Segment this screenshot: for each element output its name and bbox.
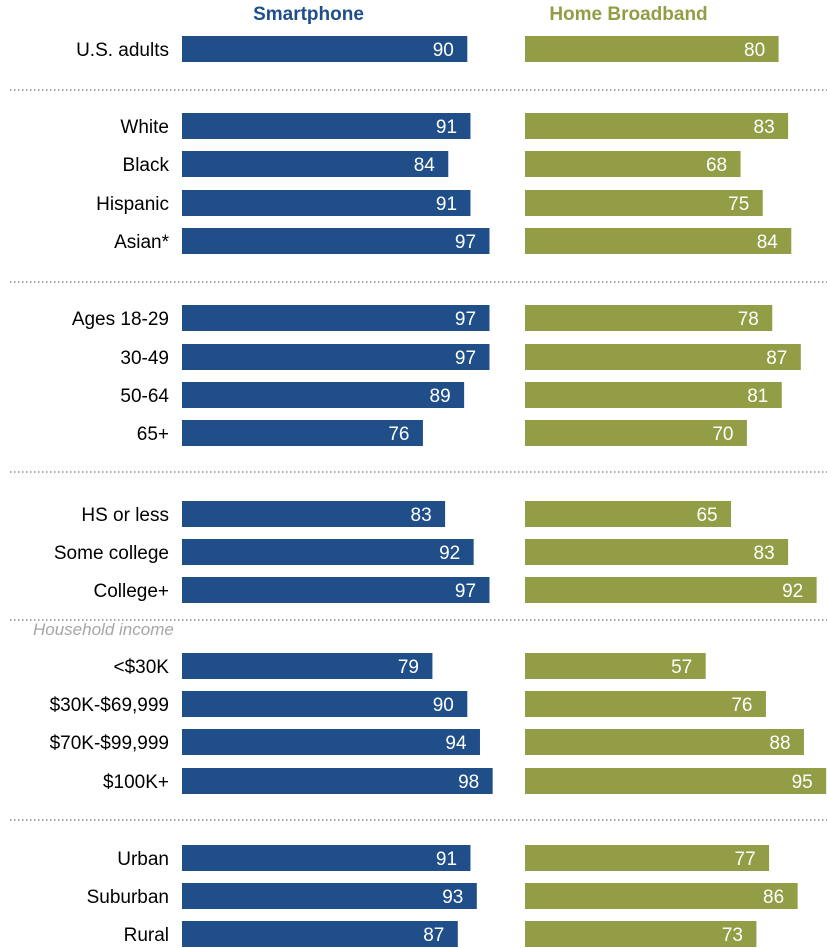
row-label: Rural [124, 925, 169, 946]
bar-value-label: 84 [757, 232, 779, 253]
bar-smartphone [182, 344, 490, 370]
bar-value-label: 83 [754, 117, 775, 138]
bar-smartphone [182, 653, 433, 679]
bar-value-label: 79 [398, 657, 419, 678]
bar-value-label: 76 [388, 424, 409, 445]
bar-smartphone [182, 113, 471, 139]
bar-value-label: 93 [442, 887, 463, 908]
bar-home-broadband [525, 501, 732, 527]
bar-smartphone [182, 228, 490, 254]
bar-home-broadband [525, 228, 792, 254]
bar-value-label: 95 [792, 772, 813, 793]
bar-home-broadband [525, 729, 804, 755]
bar-home-broadband [525, 653, 706, 679]
bar-home-broadband [525, 344, 801, 370]
bar-value-label: 78 [738, 309, 759, 330]
bar-value-label: 83 [754, 543, 775, 564]
row-label: HS or less [81, 505, 169, 526]
bar-smartphone [182, 151, 449, 177]
bar-value-label: 68 [706, 155, 727, 176]
bar-smartphone [182, 190, 471, 216]
series-header-smartphone: Smartphone [253, 4, 364, 25]
row-label: Some college [54, 543, 169, 564]
bar-value-label: 70 [712, 424, 733, 445]
bar-value-label: 97 [455, 232, 476, 253]
bar-value-label: 75 [728, 194, 749, 215]
bar-home-broadband [525, 190, 763, 216]
row-label: <$30K [114, 657, 170, 678]
bar-value-label: 92 [782, 581, 803, 602]
bar-value-label: 87 [766, 348, 787, 369]
row-label: Ages 18-29 [72, 309, 169, 330]
row-label: 65+ [137, 424, 169, 445]
bar-smartphone [182, 420, 423, 446]
bar-value-label: 91 [436, 194, 457, 215]
row-label: $30K-$69,999 [50, 695, 169, 716]
bar-smartphone [182, 691, 468, 717]
bar-value-label: 90 [433, 40, 454, 61]
bar-smartphone [182, 577, 490, 603]
row-label: Asian* [114, 232, 170, 253]
bar-home-broadband [525, 151, 741, 177]
row-label: 30-49 [120, 348, 169, 369]
bar-value-label: 81 [747, 386, 768, 407]
bar-home-broadband [525, 539, 789, 565]
bar-value-label: 91 [436, 849, 457, 870]
row-label: $70K-$99,999 [50, 733, 169, 754]
row-label: Hispanic [96, 194, 169, 215]
bar-smartphone [182, 921, 458, 947]
bar-value-label: 86 [763, 887, 784, 908]
bar-home-broadband [525, 691, 766, 717]
bar-value-label: 98 [458, 772, 479, 793]
bar-value-label: 87 [423, 925, 444, 946]
bar-value-label: 90 [433, 695, 454, 716]
bar-value-label: 57 [671, 657, 692, 678]
row-label: Suburban [87, 887, 169, 908]
bar-home-broadband [525, 113, 789, 139]
bar-smartphone [182, 768, 493, 794]
row-label: Black [123, 155, 170, 176]
bar-value-label: 89 [430, 386, 451, 407]
bar-home-broadband [525, 36, 779, 62]
bar-smartphone [182, 845, 471, 871]
bar-value-label: 80 [744, 40, 765, 61]
bar-smartphone [182, 36, 468, 62]
bar-home-broadband [525, 577, 817, 603]
row-label: White [120, 117, 169, 138]
bar-home-broadband [525, 921, 757, 947]
bar-home-broadband [525, 768, 827, 794]
bar-value-label: 73 [722, 925, 743, 946]
row-label: $100K+ [103, 772, 169, 793]
bar-smartphone [182, 729, 480, 755]
bar-value-label: 94 [445, 733, 467, 754]
bar-value-label: 97 [455, 309, 476, 330]
bar-value-label: 65 [696, 505, 717, 526]
bar-home-broadband [525, 420, 747, 446]
bar-value-label: 91 [436, 117, 457, 138]
series-header-home-broadband: Home Broadband [549, 4, 707, 25]
bar-smartphone [182, 382, 465, 408]
group-title: Household income [33, 620, 174, 639]
bar-value-label: 83 [411, 505, 432, 526]
row-label: Urban [117, 849, 169, 870]
row-label: U.S. adults [76, 40, 169, 61]
row-label: 50-64 [120, 386, 169, 407]
bar-smartphone [182, 305, 490, 331]
bar-home-broadband [525, 845, 770, 871]
bar-value-label: 77 [735, 849, 756, 870]
bar-home-broadband [525, 382, 782, 408]
bar-value-label: 97 [455, 581, 476, 602]
bar-value-label: 97 [455, 348, 476, 369]
bar-home-broadband [525, 305, 773, 331]
bar-smartphone [182, 883, 477, 909]
bar-value-label: 76 [731, 695, 752, 716]
row-label: College+ [93, 581, 169, 602]
bar-home-broadband [525, 883, 798, 909]
bar-value-label: 88 [769, 733, 790, 754]
bar-value-label: 84 [414, 155, 436, 176]
bar-smartphone [182, 539, 474, 565]
bar-smartphone [182, 501, 446, 527]
bar-value-label: 92 [439, 543, 460, 564]
